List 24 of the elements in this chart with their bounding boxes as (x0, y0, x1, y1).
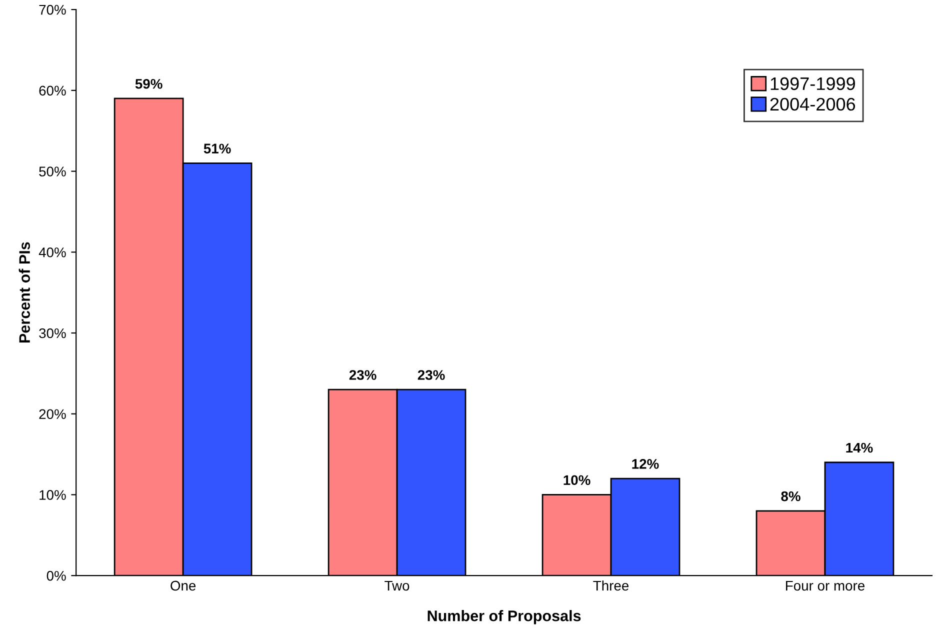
data-label: 14% (846, 442, 873, 453)
y-tick-label: 30% (39, 328, 66, 338)
data-label: 23% (349, 370, 376, 380)
y-tick-label: 10% (40, 490, 66, 500)
x-axis-title: Number of Proposals (428, 610, 581, 624)
y-tick-label: 60% (39, 86, 66, 96)
x-tick-label: One (170, 580, 196, 591)
legend-label: 1997-1999 (770, 77, 855, 90)
data-label: 23% (418, 370, 445, 380)
data-label: 59% (135, 78, 162, 89)
legend-label: 2004-2006 (770, 98, 856, 111)
y-axis-title: Percent of PIs (18, 242, 30, 342)
x-tick-label: Two (384, 580, 410, 591)
data-label: 51% (204, 144, 231, 154)
y-tick-label: 70% (39, 4, 66, 15)
y-tick-label: 20% (39, 409, 66, 420)
y-tick-label: 50% (39, 166, 66, 176)
data-label: 10% (564, 475, 590, 486)
x-tick-label: Four or more (786, 580, 865, 591)
y-tick-label: 40% (38, 247, 66, 258)
x-tick-label: Three (593, 580, 629, 591)
y-tick-label: 0% (46, 570, 66, 581)
data-label: 12% (632, 459, 659, 469)
data-label: 8% (781, 491, 800, 502)
